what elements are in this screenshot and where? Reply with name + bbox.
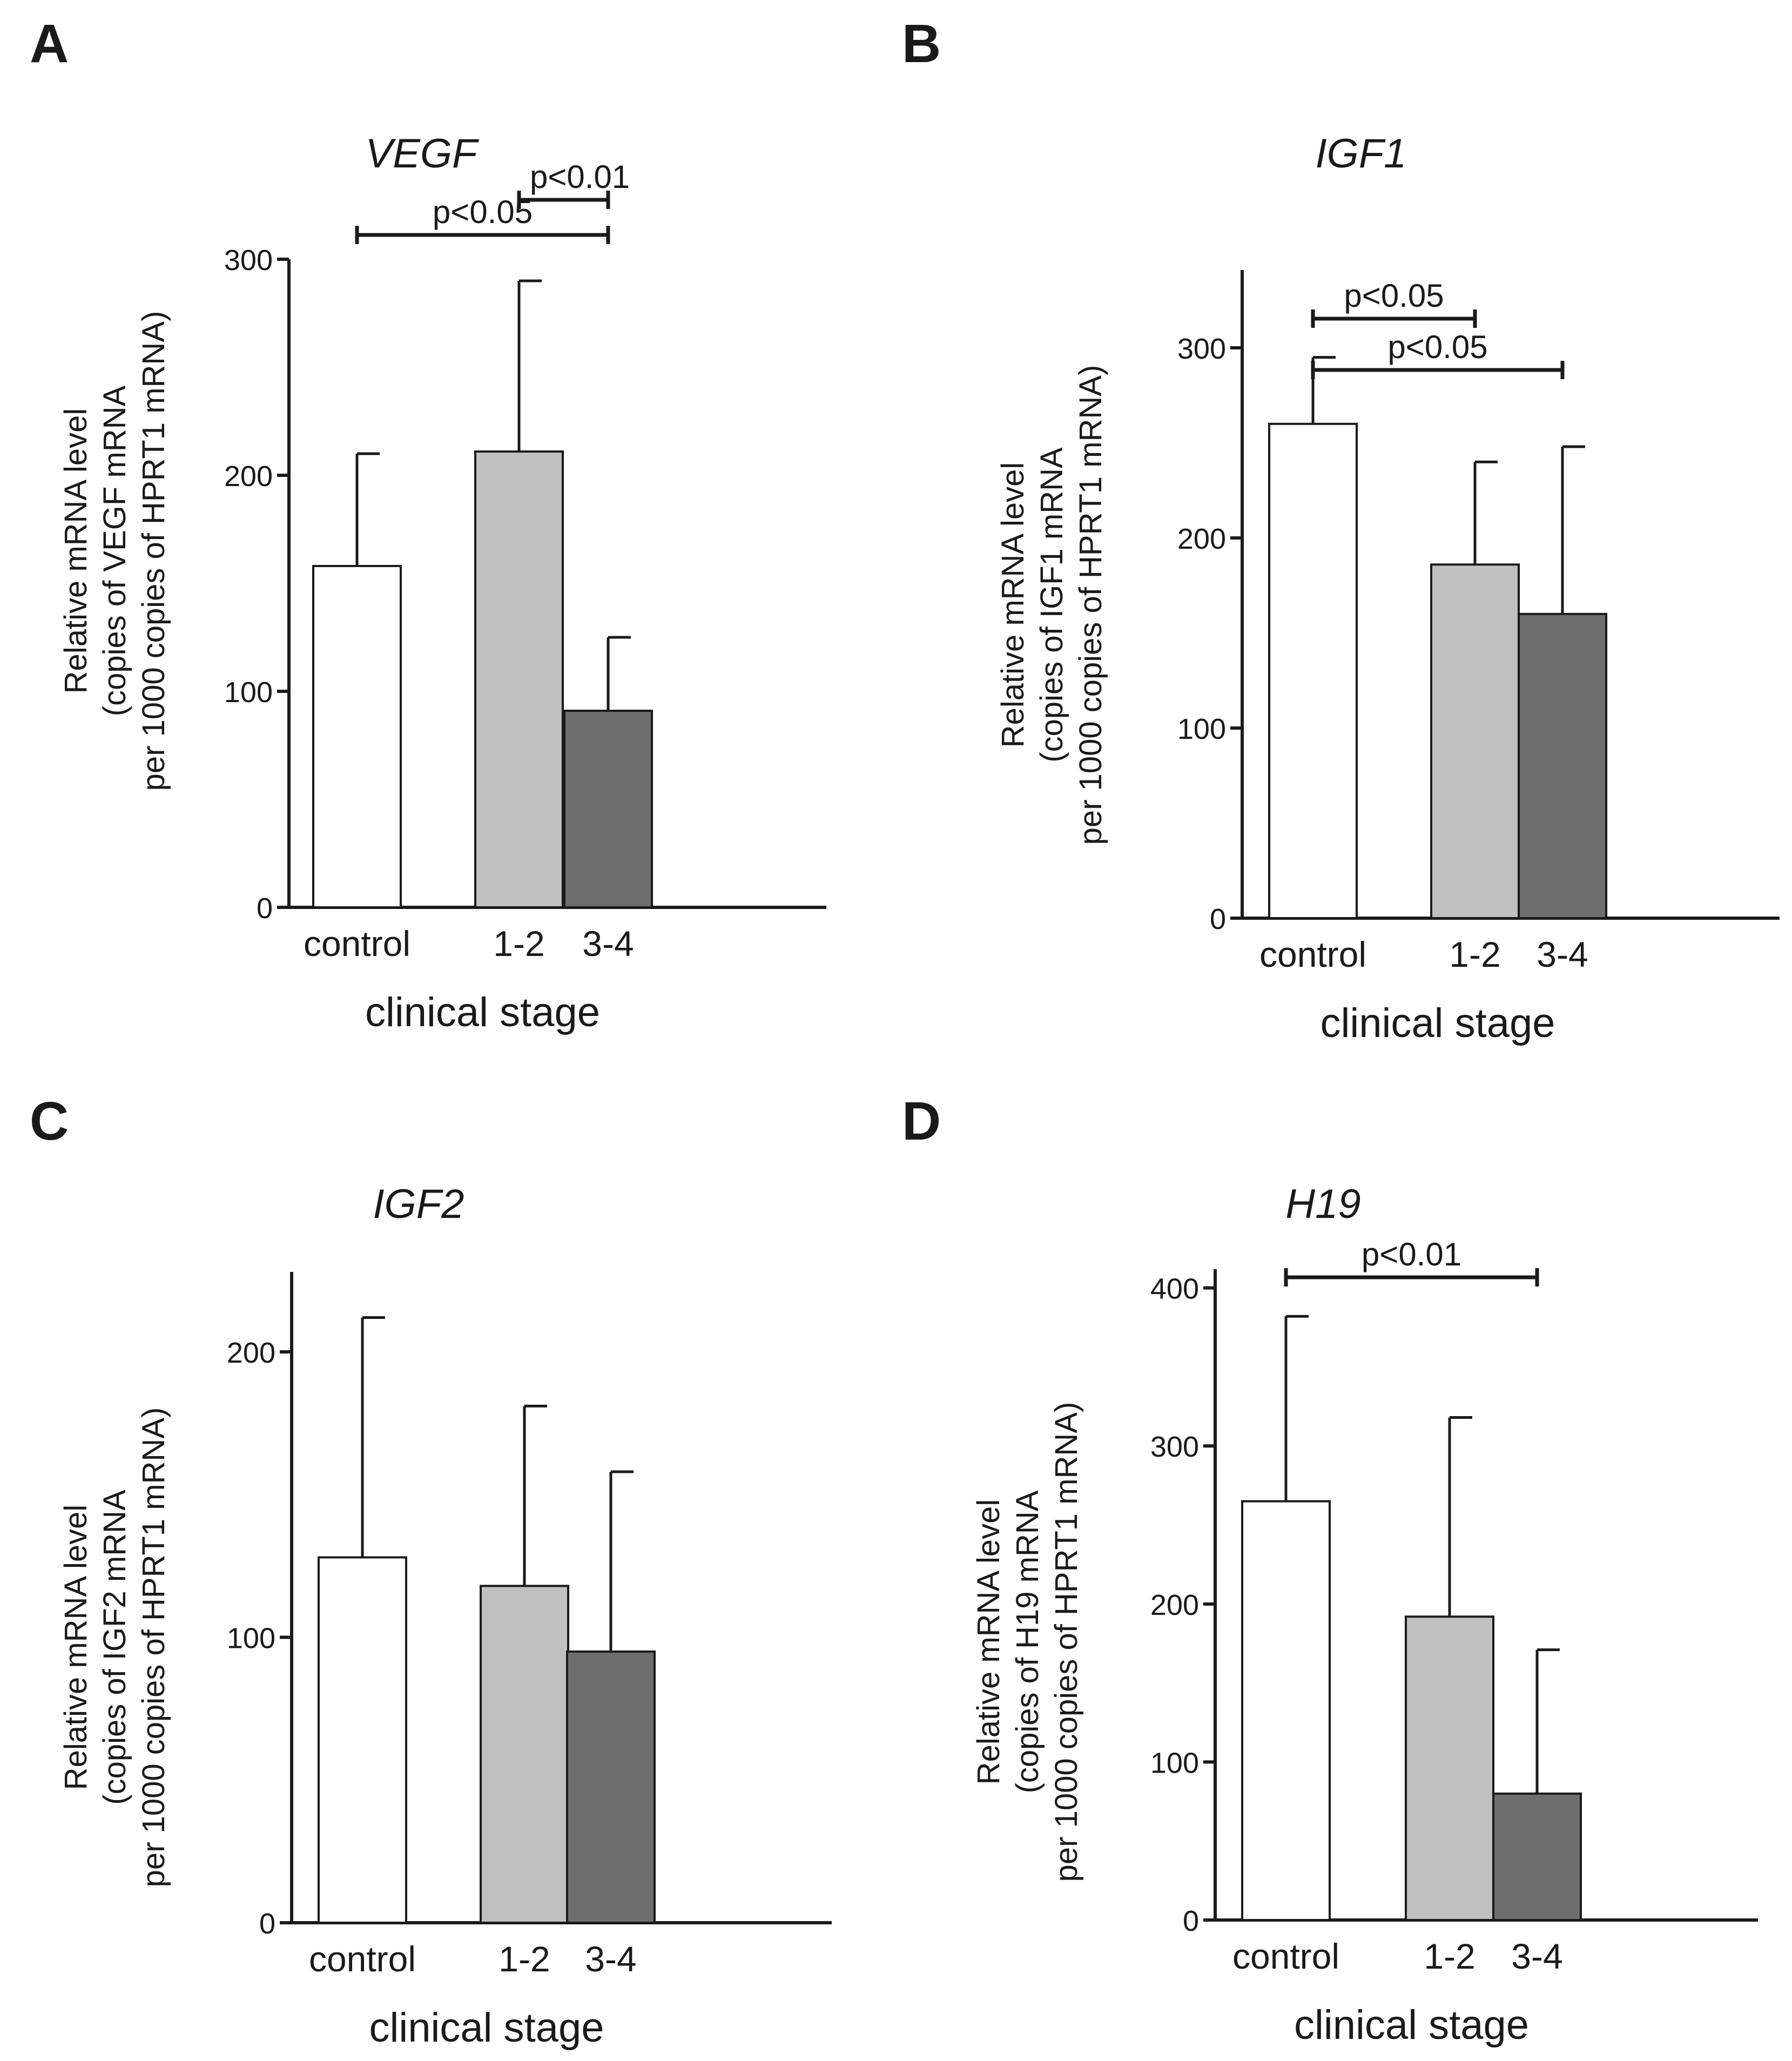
y-axis-label-line: (copies of IGF2 mRNA	[97, 1490, 132, 1805]
bar-1-2	[1430, 563, 1520, 919]
significance-bracket: p<0.05	[1311, 278, 1477, 328]
bar-control	[1241, 1500, 1331, 1921]
significance-label: p<0.05	[1344, 278, 1444, 314]
category-label: 3-4	[1537, 934, 1588, 974]
y-axis-label-line: (copies of IGF1 mRNA	[1034, 447, 1069, 763]
category-label: 1-2	[1424, 1936, 1475, 1976]
y-axis-label-line: (copies of VEGF mRNA	[97, 386, 132, 717]
y-tick-label: 0	[257, 892, 273, 925]
chart-title: IGF2	[373, 1181, 464, 1227]
y-axis-label-line: Relative mRNA level	[995, 462, 1030, 748]
y-tick-label: 200	[1150, 1589, 1199, 1621]
y-tick-label: 100	[224, 676, 273, 709]
y-tick-label: 200	[224, 460, 273, 493]
panel-letter: A	[30, 14, 69, 74]
panel-c: C IGF2 Relative mRNA level (copies of IGF2 …	[30, 1091, 832, 2051]
chart-title: H19	[1285, 1181, 1360, 1227]
x-axis-label: clinical stage	[1294, 2002, 1529, 2048]
y-tick-label: 400	[1150, 1273, 1199, 1305]
y-tick-label: 0	[1210, 903, 1226, 935]
chart-title: IGF1	[1316, 131, 1407, 177]
chart-title: VEGF	[366, 131, 479, 177]
y-axis-label-line: per 1000 copies of HPRT1 mRNA)	[1073, 365, 1108, 845]
significance-label: p<0.05	[433, 194, 533, 230]
y-axis-label-line: per 1000 copies of HPRT1 mRNA)	[136, 311, 171, 791]
panel-letter: D	[902, 1091, 941, 1151]
x-axis-label: clinical stage	[365, 989, 600, 1035]
y-tick-label: 200	[1177, 523, 1226, 555]
bar-3-4	[566, 1650, 656, 1924]
y-axis-label-line: Relative mRNA level	[971, 1499, 1006, 1785]
y-tick-label: 100	[227, 1622, 275, 1654]
significance-bracket: p<0.01	[1284, 1236, 1539, 1287]
bar-control	[318, 1556, 407, 1924]
panel-letter: C	[30, 1091, 69, 1151]
significance-bracket: p<0.01	[517, 159, 630, 209]
significance-bracket: p<0.05	[1311, 329, 1565, 379]
y-axis-label-line: (copies of H19 mRNA	[1010, 1490, 1045, 1793]
panel-d: D H19 Relative mRNA level (copies of H19 mR…	[902, 1091, 1758, 2048]
y-tick-label: 100	[1150, 1747, 1199, 1779]
y-tick-label: 0	[1183, 1905, 1199, 1937]
bar-1-2	[480, 1585, 569, 1924]
x-axis-label: clinical stage	[1320, 1000, 1555, 1046]
y-axis-label: Relative mRNA level (copies of H19 mRNA pe…	[971, 1402, 1084, 1882]
y-axis-label: Relative mRNA level (copies of IGF2 mRNA p…	[58, 1407, 171, 1888]
y-tick-label: 0	[259, 1908, 275, 1940]
x-axis-label: clinical stage	[369, 2005, 604, 2051]
significance-label: p<0.01	[530, 159, 630, 195]
y-axis-label-line: Relative mRNA level	[58, 1505, 93, 1790]
category-label: 3-4	[582, 924, 634, 964]
y-tick-label: 200	[227, 1337, 275, 1369]
panel-a: A VEGF Relative mRNA level (copies of VEGF …	[30, 14, 826, 1035]
y-axis-label-line: Relative mRNA level	[58, 408, 93, 694]
category-label: 1-2	[493, 924, 544, 964]
bar-1-2	[474, 450, 564, 908]
significance-label: p<0.01	[1362, 1236, 1461, 1272]
y-tick-label: 300	[224, 244, 273, 277]
significance-bracket: p<0.05	[355, 194, 610, 244]
panel-letter: B	[902, 14, 941, 74]
category-label: 1-2	[1449, 934, 1500, 974]
category-label: control	[304, 924, 410, 964]
y-tick-label: 300	[1177, 333, 1226, 365]
y-axis-label-line: per 1000 copies of HPRT1 mRNA)	[136, 1407, 171, 1888]
bar-control	[312, 565, 402, 908]
category-label: 1-2	[498, 1939, 550, 1979]
y-axis-label-line: per 1000 copies of HPRT1 mRNA)	[1049, 1402, 1084, 1882]
category-label: 3-4	[585, 1939, 636, 1979]
y-axis-label: Relative mRNA level (copies of VEGF mRNA p…	[58, 311, 171, 791]
panel-b: B IGF1 Relative mRNA level (copies of IGF1 …	[902, 14, 1780, 1046]
category-label: control	[1259, 934, 1366, 974]
category-label: 3-4	[1511, 1936, 1562, 1976]
category-label: control	[1232, 1936, 1339, 1976]
category-label: control	[309, 1939, 416, 1979]
bar-control	[1268, 422, 1358, 919]
y-tick-label: 100	[1177, 713, 1226, 745]
bar-3-4	[563, 710, 653, 908]
bar-3-4	[1492, 1792, 1582, 1922]
y-tick-label: 300	[1150, 1431, 1199, 1463]
bar-3-4	[1518, 612, 1607, 920]
y-axis-label: Relative mRNA level (copies of IGF1 mRNA p…	[995, 365, 1108, 845]
bar-1-2	[1405, 1615, 1494, 1921]
significance-label: p<0.05	[1387, 329, 1487, 365]
